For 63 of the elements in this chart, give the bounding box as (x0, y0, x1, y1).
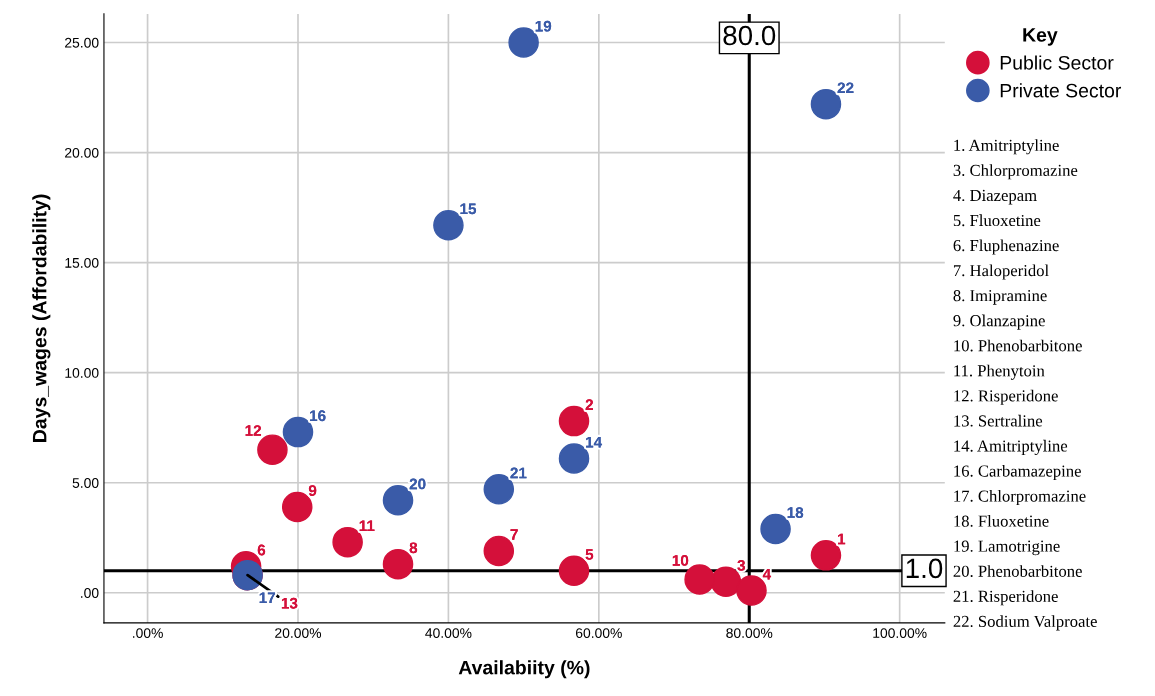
y-tick-label: .00 (81, 588, 99, 598)
annotation: 19 (535, 20, 552, 32)
y-axis-title: Days_wages (Affordability) (32, 194, 51, 442)
annotation: 1 (838, 533, 846, 545)
text: 10. Phenobarbitone (954, 339, 1082, 352)
x-tick-label: 100.00% (873, 628, 927, 638)
ref-line-label: 1.0 (906, 558, 943, 579)
text: 13. Sertraline (954, 414, 1043, 427)
text: 16. Carbamazepine (954, 464, 1081, 481)
annotation: 4 (762, 568, 772, 580)
x-axis-title: Availabiity (%) (458, 660, 590, 679)
text: 4. Diazepam (953, 189, 1037, 205)
annotation: 17 (259, 592, 276, 603)
ref-line-label: 80.0 (723, 25, 776, 46)
annotation: 9 (308, 485, 317, 496)
annotation: 3 (737, 559, 745, 571)
text: 18. Fluoxetine (954, 515, 1049, 527)
text: 17. Chlorpromazine (954, 489, 1086, 506)
annotation: 14 (586, 436, 603, 448)
annotation: 15 (460, 203, 477, 215)
legend-label: Private Sector (1000, 83, 1122, 98)
text: 5. Fluoxetine (953, 214, 1041, 227)
x-tick-label: 60.00% (575, 628, 622, 638)
y-tick-label: 5.00 (72, 478, 99, 488)
text: 22. Sodium Valproate (953, 615, 1097, 631)
x-tick-label: 80.00% (726, 628, 773, 638)
y-tick-label: 15.00 (65, 257, 99, 268)
annotation: 12 (245, 425, 262, 436)
text: 11. Phenytoin (954, 364, 1045, 380)
text: 7. Haloperidol (953, 264, 1049, 280)
x-tick-label: .00% (133, 628, 163, 638)
legend-label: Public Sector (1000, 55, 1114, 70)
text: 6. Fluphenazine (953, 239, 1059, 255)
annotation: 7 (510, 529, 518, 540)
annotation: 21 (510, 467, 527, 479)
point (257, 434, 288, 465)
text: 9. Olanzapine (953, 314, 1045, 330)
annotation: 13 (281, 597, 298, 609)
text: 14. Amitriptyline (954, 439, 1068, 456)
annotation: 16 (310, 410, 326, 422)
annotation: 10 (672, 555, 689, 566)
legend-title: Key (1023, 28, 1058, 46)
annotation: 22 (837, 82, 854, 94)
text: 1. Amitriptyline (954, 139, 1059, 155)
text: 19. Lamotrigine (954, 540, 1060, 556)
point (684, 564, 715, 595)
annotation: 11 (359, 520, 375, 532)
annotation: 5 (585, 549, 594, 560)
annotation: 6 (257, 544, 266, 556)
x-tick-label: 20.00% (275, 628, 322, 638)
annotation: 2 (585, 399, 593, 410)
text: 8. Imipramine (953, 290, 1047, 305)
y-tick-label: 20.00 (65, 147, 99, 158)
annotation: 8 (409, 542, 418, 554)
y-tick-label: 25.00 (65, 37, 99, 48)
text: 20. Phenobarbitone (953, 565, 1082, 577)
annotation: 20 (409, 478, 426, 490)
text: 3. Chlorpromazine (953, 164, 1078, 180)
x-tick-label: 40.00% (425, 628, 472, 638)
text: 12. Risperidone (954, 389, 1058, 405)
annotation: 18 (787, 507, 804, 518)
y-tick-label: 10.00 (65, 368, 99, 378)
text: 21. Risperidone (953, 590, 1058, 606)
